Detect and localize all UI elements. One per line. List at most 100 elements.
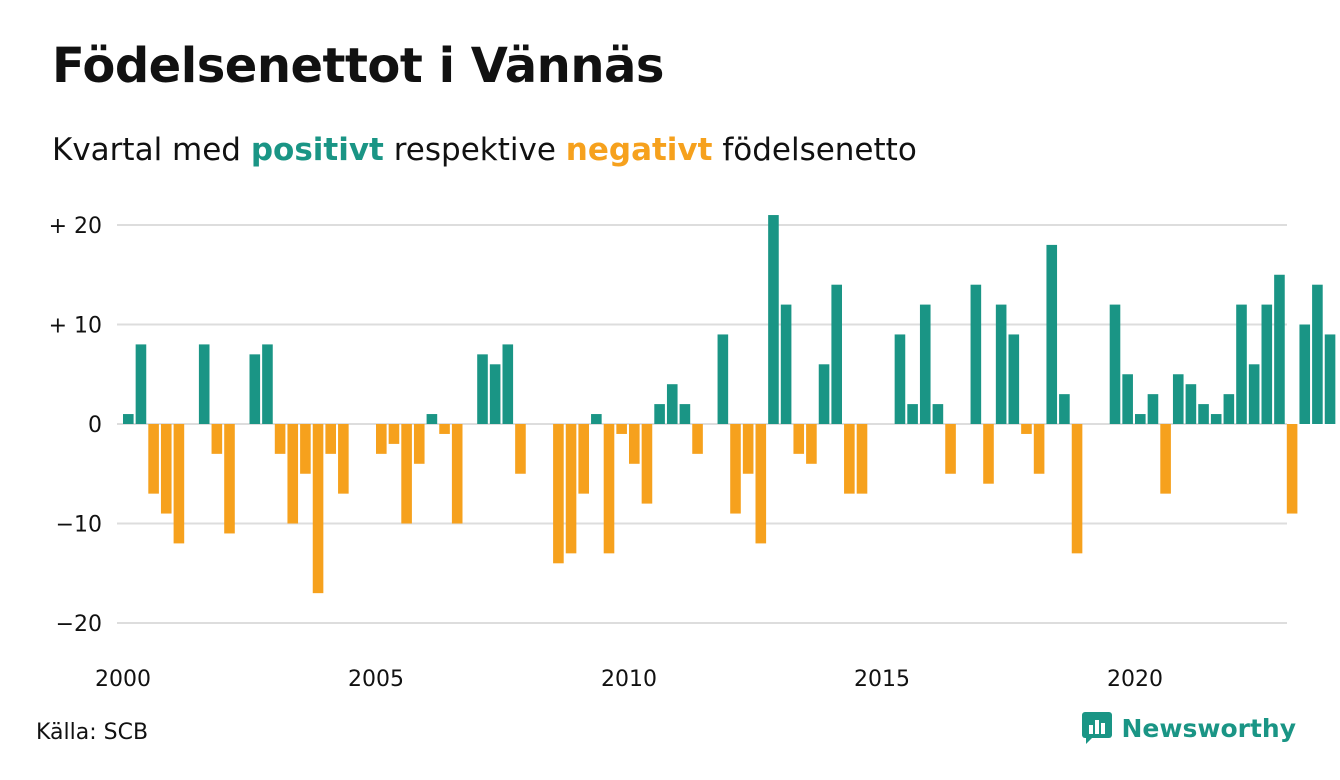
bar-positive	[1261, 304, 1273, 424]
bar-positive	[1185, 384, 1197, 424]
bar-positive	[1324, 334, 1336, 424]
bar-negative	[1021, 424, 1032, 434]
y-tick-label: + 10	[49, 314, 102, 339]
bar-negative	[274, 424, 286, 454]
bar-negative	[730, 424, 741, 514]
bar-positive	[1046, 244, 1058, 424]
bar-positive	[717, 334, 729, 424]
bar-positive	[666, 384, 678, 424]
bar-positive	[907, 404, 918, 424]
x-tick-label: 2015	[854, 667, 910, 692]
bar-positive	[970, 284, 982, 424]
bar-positive	[135, 344, 147, 424]
bar-positive	[831, 284, 842, 424]
bar-negative	[312, 424, 324, 594]
chart-subtitle: Kvartal med positivt respektive negativt…	[52, 132, 917, 168]
x-tick-label: 2000	[95, 667, 151, 692]
bars	[123, 215, 1336, 594]
bar-negative	[553, 424, 564, 564]
bar-negative	[338, 424, 349, 494]
x-tick-label: 2020	[1107, 667, 1163, 692]
y-tick-label: + 20	[49, 214, 102, 239]
bar-negative	[376, 424, 387, 454]
bar-positive	[1223, 394, 1235, 424]
bar-positive	[1135, 414, 1146, 424]
bar-negative	[641, 424, 653, 504]
bar-positive	[1210, 414, 1222, 424]
bar-negative	[515, 424, 526, 474]
subtitle-negative-word: negativt	[565, 132, 713, 168]
bar-positive	[198, 344, 210, 424]
subtitle-middle: respektive	[383, 132, 566, 168]
y-tick-label: 0	[88, 413, 102, 438]
y-tick-label: −10	[56, 513, 102, 538]
bar-negative	[1033, 424, 1045, 474]
bar-negative	[1160, 424, 1171, 494]
bar-negative	[844, 424, 855, 494]
bar-positive	[249, 354, 261, 424]
bar-negative	[1286, 424, 1298, 514]
bar-positive	[768, 215, 779, 424]
bar-positive	[679, 404, 691, 424]
bar-negative	[451, 424, 463, 524]
bar-positive	[1198, 404, 1209, 424]
bar-positive	[1236, 304, 1247, 424]
bar-positive	[1299, 324, 1311, 424]
bar-negative	[1071, 424, 1083, 554]
bar-positive	[1248, 364, 1260, 424]
bar-positive	[1147, 394, 1159, 424]
bar-negative	[755, 424, 767, 544]
source-note: Källa: SCB	[36, 720, 149, 745]
bar-positive	[262, 344, 273, 424]
bar-negative	[173, 424, 185, 544]
bar-negative	[413, 424, 425, 464]
bar-negative	[565, 424, 577, 554]
bar-negative	[148, 424, 159, 494]
newsworthy-logo-icon	[1081, 712, 1112, 744]
bar-positive	[995, 304, 1007, 424]
bar-negative	[806, 424, 817, 464]
bar-positive	[123, 414, 134, 424]
bar-positive	[1274, 274, 1285, 424]
chart-title: Födelsenettot i Vännäs	[52, 38, 664, 94]
bar-negative	[388, 424, 400, 444]
bar-negative	[211, 424, 223, 454]
bar-negative	[983, 424, 994, 484]
bar-negative	[287, 424, 299, 524]
x-tick-label: 2010	[601, 667, 657, 692]
bar-positive	[932, 404, 944, 424]
bar-positive	[1109, 304, 1121, 424]
x-axis-ticks: 2000 2005 2010 2015 2020	[95, 667, 1163, 692]
bar-positive	[489, 364, 501, 424]
bar-positive	[502, 344, 514, 424]
bar-positive	[1059, 394, 1070, 424]
bar-negative	[742, 424, 754, 474]
bar-negative	[629, 424, 640, 464]
bar-negative	[603, 424, 615, 554]
bar-positive	[1122, 374, 1133, 424]
bar-negative	[401, 424, 412, 524]
y-axis-ticks: + 20 + 10 0 −10 −20	[49, 214, 102, 637]
bar-positive	[591, 414, 602, 424]
bar-negative	[325, 424, 336, 454]
bar-chart: + 20 + 10 0 −10 −20 2000 2005 2010 2015 2020	[49, 214, 1336, 692]
bar-negative	[300, 424, 311, 474]
bar-positive	[477, 354, 488, 424]
bar-positive	[780, 304, 792, 424]
bar-negative	[945, 424, 956, 474]
bar-negative	[616, 424, 627, 434]
bar-positive	[1172, 374, 1184, 424]
bar-positive	[919, 304, 931, 424]
bar-negative	[160, 424, 172, 514]
newsworthy-logo: Newsworthy	[1081, 712, 1297, 744]
bar-negative	[793, 424, 805, 454]
bar-positive	[654, 404, 665, 424]
subtitle-suffix: födelsenetto	[712, 132, 917, 168]
bar-negative	[439, 424, 450, 434]
bar-negative	[856, 424, 868, 494]
brand-name: Newsworthy	[1121, 713, 1297, 743]
subtitle-positive-word: positivt	[250, 132, 384, 168]
bar-positive	[1312, 284, 1323, 424]
bar-positive	[426, 414, 438, 424]
bar-positive	[1008, 334, 1020, 424]
